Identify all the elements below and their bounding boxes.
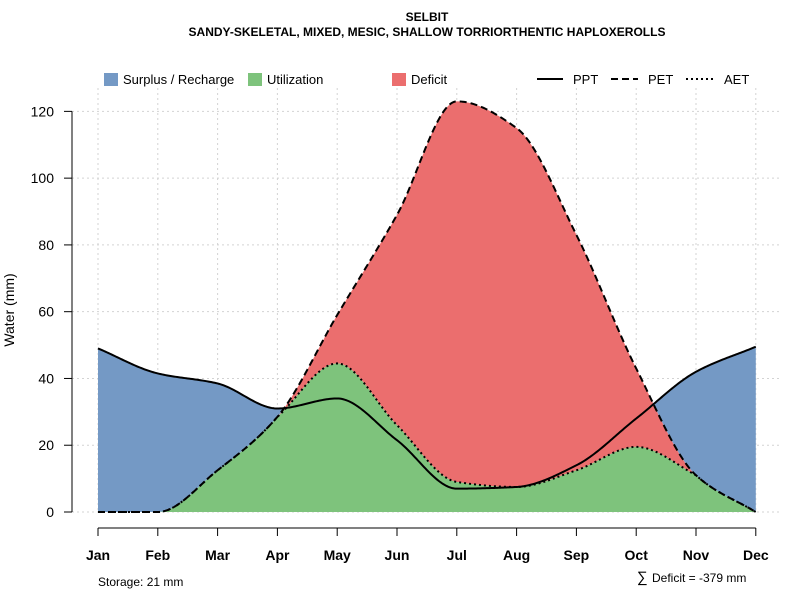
series-lines [97,100,757,513]
x-tick-label-mar: Mar [205,547,230,563]
area-fills [98,101,756,512]
y-axis-label: Water (mm) [1,273,17,346]
y-tick-label: 100 [31,170,55,186]
x-tick-label-aug: Aug [503,547,530,563]
series-line-pet [98,100,757,513]
x-tick-label-nov: Nov [683,547,710,563]
y-tick-label: 120 [31,103,55,119]
x-tick-label-jul: Jul [447,547,467,563]
legend-swatch-surplus [104,73,118,86]
deficit-area [98,101,756,512]
storage-note: Storage: 21 mm [98,575,183,589]
x-tick-label-apr: Apr [265,547,290,563]
x-tick-label-may: May [324,547,351,563]
series-line-ppt [97,345,757,490]
y-tick-label: 40 [38,370,54,386]
legend-label-utilization: Utilization [267,72,323,87]
legend: Surplus / Recharge Utilization Deficit P… [104,72,749,87]
legend-label-aet: AET [724,72,749,87]
x-tick-label-oct: Oct [625,547,649,563]
x-tick-label-jan: Jan [86,547,110,563]
x-tick-label-dec: Dec [743,547,769,563]
legend-swatch-utilization [248,73,262,86]
legend-label-pet: PET [648,72,673,87]
x-tick-label-sep: Sep [564,547,590,563]
legend-label-surplus: Surplus / Recharge [123,72,234,87]
x-tick-label-feb: Feb [145,547,170,563]
y-tick-label: 20 [38,437,54,453]
chart-subtitle: SANDY-SKELETAL, MIXED, MESIC, SHALLOW TO… [189,25,666,39]
chart-title: SELBIT [406,10,449,24]
utilization-base-area [98,398,756,512]
x-tick-label-jun: Jun [385,547,410,563]
legend-label-ppt: PPT [573,72,598,87]
sum-symbol: ∑ [637,569,648,586]
series-line-aet [98,362,757,513]
legend-swatch-deficit [392,73,406,86]
y-tick-label: 80 [38,237,54,253]
y-tick-label: 0 [46,504,54,520]
deficit-note: Deficit = -379 mm [652,571,746,585]
legend-label-deficit: Deficit [411,72,448,87]
y-tick-label: 60 [38,304,54,320]
surplus-area [98,101,756,512]
axes: 0 20 40 60 80 100 120 Jan Feb Mar Apr May Jun Jul Aug S… [31,103,769,563]
